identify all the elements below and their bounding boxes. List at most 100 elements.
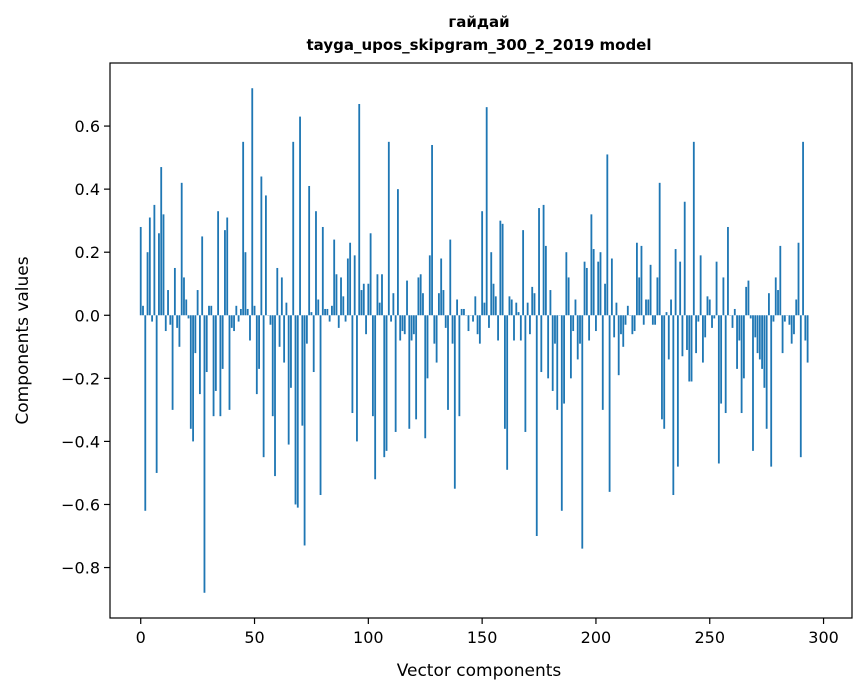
x-tick-label: 100	[353, 628, 384, 647]
bar	[249, 315, 251, 341]
bar	[333, 239, 336, 316]
bar	[601, 315, 604, 410]
bar	[258, 315, 260, 369]
bar	[205, 315, 208, 373]
bar	[756, 315, 759, 354]
bar	[433, 315, 436, 344]
bar	[328, 315, 331, 322]
bar	[187, 315, 190, 319]
bar	[540, 315, 543, 373]
y-axis-ticks: −0.8 −0.6 −0.4 −0.2 0.0 0.2 0.4 0.6	[61, 117, 110, 578]
bar	[467, 315, 470, 332]
bar	[717, 315, 720, 464]
bar	[301, 315, 304, 426]
bar	[665, 312, 668, 316]
bar	[173, 267, 176, 316]
bar	[385, 315, 388, 451]
bar	[472, 315, 474, 322]
bar	[772, 315, 775, 322]
bar	[167, 290, 169, 316]
bar	[733, 308, 736, 316]
bar	[292, 141, 295, 316]
bar	[513, 315, 515, 341]
y-tick-label: −0.2	[61, 369, 100, 388]
bar	[654, 315, 657, 325]
bar	[406, 280, 408, 316]
bar	[647, 299, 650, 316]
bar	[529, 315, 531, 335]
bar	[276, 267, 279, 316]
bar	[387, 141, 390, 316]
bar	[169, 315, 172, 325]
y-tick-label: −0.8	[61, 559, 100, 578]
bar	[319, 315, 322, 496]
bar	[490, 252, 493, 316]
bar	[774, 277, 777, 316]
bar	[788, 315, 791, 325]
bar	[246, 308, 249, 316]
bar	[492, 283, 495, 316]
bar	[510, 299, 513, 316]
bar	[736, 315, 738, 369]
bar	[426, 315, 429, 379]
bar	[296, 315, 299, 508]
bar	[408, 315, 411, 429]
bar	[208, 305, 210, 316]
bar	[517, 312, 520, 316]
bar	[383, 315, 386, 458]
bar	[499, 220, 502, 316]
bar	[592, 249, 595, 316]
bar	[722, 277, 725, 316]
bar	[779, 245, 782, 316]
bar	[160, 167, 163, 316]
bar	[699, 255, 702, 316]
bar	[219, 315, 222, 417]
bar	[613, 315, 616, 338]
bar	[485, 107, 488, 316]
bar	[176, 315, 179, 328]
bar	[308, 185, 311, 316]
x-tick-label: 300	[808, 628, 839, 647]
bar	[415, 315, 418, 420]
bar	[369, 233, 372, 316]
bar	[317, 299, 320, 316]
bar	[590, 214, 593, 316]
bar	[437, 293, 440, 316]
bar	[444, 315, 447, 328]
bar	[253, 305, 256, 316]
bar	[758, 315, 761, 360]
bar	[342, 296, 345, 316]
x-axis-ticks: 0 50 100 150 200 250 300	[136, 618, 839, 647]
bar	[599, 252, 602, 316]
bar	[458, 315, 461, 417]
bar	[367, 283, 370, 316]
bar	[754, 315, 757, 338]
bar	[535, 315, 538, 537]
y-tick-label: −0.4	[61, 432, 100, 451]
bar	[579, 315, 581, 344]
bar	[321, 226, 324, 316]
bar	[576, 315, 579, 360]
bar	[761, 315, 763, 369]
bar	[595, 315, 597, 332]
y-tick-label: 0.2	[75, 243, 100, 262]
bar	[346, 258, 349, 316]
bar	[365, 315, 367, 335]
bar	[201, 236, 204, 316]
bar	[617, 315, 620, 376]
bar	[740, 315, 743, 414]
bar	[340, 277, 342, 316]
bar	[335, 274, 338, 316]
bar	[447, 315, 449, 410]
bar	[196, 290, 199, 316]
bar	[519, 315, 522, 341]
bar	[806, 315, 809, 363]
bar	[192, 315, 194, 442]
bar	[724, 315, 727, 414]
bar	[269, 315, 272, 325]
bar	[738, 315, 741, 341]
bar	[422, 293, 424, 316]
bar	[560, 315, 563, 511]
bar	[185, 299, 188, 316]
bar	[280, 277, 283, 316]
